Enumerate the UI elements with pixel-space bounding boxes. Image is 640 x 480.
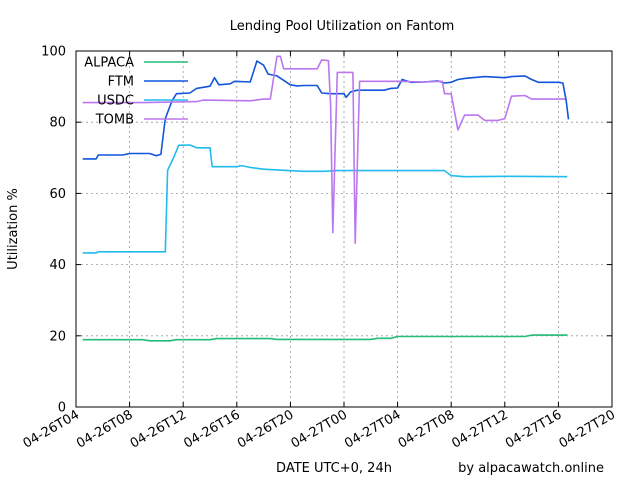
series-line-usdc — [82, 144, 568, 254]
y-tick-label: 100 — [41, 45, 66, 60]
series-line-ftm — [82, 60, 570, 160]
x-axis-label: DATE UTC+0, 24h — [276, 461, 392, 476]
x-tick-label: 04-26T20 — [235, 407, 296, 451]
x-tick-label: 04-27T00 — [289, 407, 350, 451]
x-tick-label: 04-27T12 — [449, 407, 510, 451]
x-tick-label: 04-27T04 — [342, 407, 403, 451]
credit-text: by alpacawatch.online — [458, 461, 604, 476]
plot-frame — [75, 50, 613, 408]
x-tick-label: 04-26T16 — [181, 407, 242, 451]
legend-label: USDC — [97, 94, 134, 109]
x-tick-label: 04-27T08 — [396, 407, 457, 451]
grid — [75, 50, 613, 408]
y-axis-label: Utilization % — [6, 188, 21, 270]
y-tick-label: 20 — [49, 329, 66, 344]
y-tick-label: 0 — [58, 401, 66, 416]
chart-title: Lending Pool Utilization on Fantom — [230, 19, 455, 34]
y-tick-label: 80 — [49, 116, 66, 131]
legend: ALPACA FTM USDC TOMB — [84, 56, 188, 128]
series-line-tomb — [82, 55, 566, 244]
x-tick-label: 04-26T12 — [128, 407, 189, 451]
series-lines — [82, 55, 570, 342]
y-tick-label: 40 — [49, 258, 66, 273]
x-tick-label: 04-26T08 — [74, 407, 135, 451]
legend-label: ALPACA — [84, 56, 134, 71]
x-tick-label: 04-26T04 — [21, 407, 82, 451]
legend-label: FTM — [108, 75, 134, 90]
legend-label: TOMB — [95, 113, 134, 128]
series-line-alpaca — [82, 334, 568, 342]
x-tick-label: 04-27T16 — [503, 407, 564, 451]
y-tick-label: 60 — [49, 187, 66, 202]
x-tick-label: 04-27T20 — [557, 407, 618, 451]
